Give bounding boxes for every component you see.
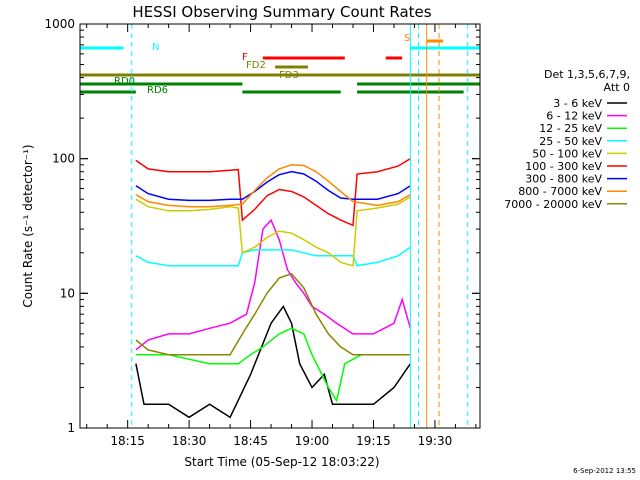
series-line-5 xyxy=(135,158,411,227)
x-tick-label: 18:15 xyxy=(110,434,145,448)
y-axis-label: Count Rate (s⁻¹ detector⁻¹) xyxy=(21,144,35,307)
legend-label-2: 12 - 25 keV xyxy=(539,122,602,135)
y-tick-label: 10 xyxy=(60,286,75,300)
legend-label-8: 7000 - 20000 keV xyxy=(504,198,602,211)
series-line-8 xyxy=(135,272,411,356)
series-group xyxy=(135,158,412,419)
y-tick-label: 100 xyxy=(52,152,75,166)
series-line-6 xyxy=(135,170,411,202)
flag-label-fd3: FD3 xyxy=(279,70,299,81)
chart-title: HESSI Observing Summary Count Rates xyxy=(132,3,431,21)
plot-frame xyxy=(79,23,481,429)
x-axis-label: Start Time (05-Sep-12 18:03:22) xyxy=(184,455,379,469)
y-tick-label: 1 xyxy=(67,421,75,435)
timestamp: 6-Sep-2012 13:55 xyxy=(573,467,636,475)
x-tick-label: 19:30 xyxy=(418,434,453,448)
flag-label-f: F xyxy=(242,52,248,63)
legend-label-4: 50 - 100 keV xyxy=(532,147,602,160)
legend-label-7: 800 - 7000 keV xyxy=(518,185,602,198)
series-line-4 xyxy=(135,196,411,267)
x-tick-label: 18:30 xyxy=(172,434,207,448)
legend-title-line-1: Det 1,3,5,6,7,9, xyxy=(544,68,630,81)
legend-label-5: 100 - 300 keV xyxy=(525,160,602,173)
series-line-0 xyxy=(135,304,412,419)
y-axis: 1 10 100 1000 xyxy=(44,17,480,435)
legend-label-1: 6 - 12 keV xyxy=(546,110,602,123)
series-line-3 xyxy=(135,246,411,267)
legend-label-0: 3 - 6 keV xyxy=(553,97,602,110)
x-tick-label: 19:15 xyxy=(356,434,391,448)
x-axis: 18:15 18:30 18:45 19:00 19:15 19:30 xyxy=(86,24,477,448)
flag-label-rd0: RD0 xyxy=(114,76,135,87)
flag-label-n: N xyxy=(152,42,159,53)
series-line-1 xyxy=(135,218,412,351)
x-tick-label: 18:45 xyxy=(233,434,268,448)
legend-label-3: 25 - 50 keV xyxy=(539,135,602,148)
flag-bars: N F S FD2 FD3 RD0 RD6 xyxy=(80,33,480,96)
flag-label-s: S xyxy=(404,33,410,44)
series-line-7 xyxy=(135,164,411,208)
series-line-2 xyxy=(135,327,411,403)
flag-label-fd2: FD2 xyxy=(246,60,266,71)
legend-label-6: 300 - 800 keV xyxy=(525,173,602,186)
y-tick-label: 1000 xyxy=(44,17,75,31)
flag-label-rd6: RD6 xyxy=(147,85,168,96)
vertical-markers xyxy=(131,24,469,428)
x-tick-label: 19:00 xyxy=(295,434,330,448)
legend-title-line-2: Att 0 xyxy=(604,81,630,94)
